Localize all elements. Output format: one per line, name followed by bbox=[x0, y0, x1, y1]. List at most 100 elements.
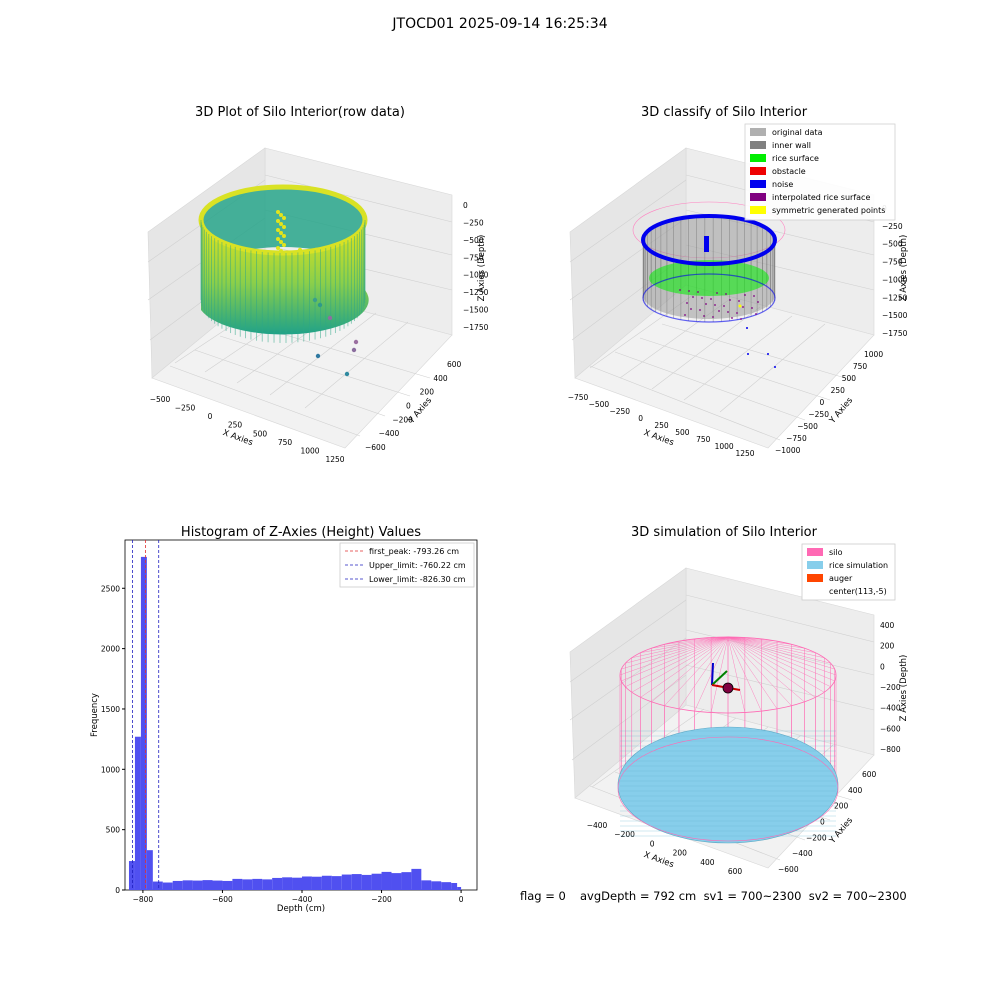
interp-point bbox=[690, 308, 692, 310]
histogram-bar bbox=[182, 880, 193, 890]
histogram-bar bbox=[381, 871, 392, 890]
z-tick-label: 0 bbox=[880, 662, 885, 671]
histogram-chart: Histogram of Z-Axies (Height) Values −800… bbox=[90, 525, 478, 914]
histogram-bar bbox=[431, 881, 442, 890]
silo-roof-line bbox=[621, 636, 729, 682]
histogram-bar bbox=[272, 877, 283, 890]
interp-point bbox=[712, 316, 714, 318]
y-tick-label: 750 bbox=[853, 362, 868, 371]
y-tick-label: −200 bbox=[392, 415, 413, 424]
interp-point bbox=[679, 289, 681, 291]
grid-line bbox=[569, 637, 687, 721]
silo-wall-back bbox=[201, 187, 365, 280]
chart-title: Histogram of Z-Axies (Height) Values bbox=[181, 525, 421, 540]
y-tick-label: 500 bbox=[842, 374, 857, 383]
legend-swatch bbox=[750, 128, 766, 136]
auger-axis-y bbox=[711, 670, 728, 686]
legend-label: interpolated rice surface bbox=[772, 193, 870, 202]
z-tick-label: −1500 bbox=[882, 311, 908, 320]
histogram-bar bbox=[202, 880, 213, 890]
histogram-bar bbox=[242, 879, 253, 890]
grid-line bbox=[569, 599, 687, 683]
silo-roof-line bbox=[727, 636, 792, 706]
x-tick-label: 0 bbox=[208, 412, 213, 421]
grid-line bbox=[269, 312, 377, 396]
x-tick-label: 250 bbox=[228, 421, 243, 430]
y-tick-label: −600 bbox=[365, 443, 386, 452]
noise-ring bbox=[641, 214, 777, 266]
grid-line bbox=[639, 337, 831, 401]
legend-label: Lower_limit: -826.30 cm bbox=[369, 575, 466, 584]
stray-point bbox=[327, 315, 333, 321]
legend-label: noise bbox=[772, 180, 793, 189]
interp-point bbox=[731, 317, 733, 319]
x-tick-label: 1000 bbox=[715, 442, 734, 451]
interp-point bbox=[710, 298, 712, 300]
x-axis-label: Depth (cm) bbox=[277, 904, 325, 914]
y-tick-label: 500 bbox=[106, 826, 121, 835]
y-tick-label: 1000 bbox=[864, 350, 883, 359]
rice-surface bbox=[649, 260, 769, 296]
interp-point bbox=[751, 307, 753, 309]
silo-roof-line bbox=[619, 636, 729, 676]
histogram-bar bbox=[212, 880, 223, 890]
x-tick-label: 0 bbox=[459, 895, 464, 904]
y-tick-label: 0 bbox=[820, 398, 825, 407]
y-axis-label: Y Axies bbox=[406, 395, 434, 426]
silo-roof-line bbox=[727, 636, 816, 698]
x-tick-label: 750 bbox=[278, 438, 293, 447]
x-tick-label: −500 bbox=[150, 395, 171, 404]
interp-point bbox=[697, 291, 699, 293]
data-point bbox=[282, 234, 286, 238]
interp-point bbox=[738, 300, 740, 302]
noise-point bbox=[747, 353, 749, 355]
noise-point bbox=[767, 353, 769, 355]
histogram-bar bbox=[172, 880, 183, 890]
y-tick-label: −200 bbox=[806, 833, 827, 842]
data-point bbox=[276, 237, 280, 241]
grid-line bbox=[661, 323, 853, 381]
grid-line bbox=[304, 321, 409, 409]
histogram-bar bbox=[140, 556, 147, 890]
chart-title: 3D Plot of Silo Interior(row data) bbox=[195, 105, 405, 120]
interp-point bbox=[753, 295, 755, 297]
noise-column bbox=[704, 236, 709, 252]
legend-swatch bbox=[750, 180, 766, 188]
legend-swatch bbox=[807, 548, 823, 556]
histogram-bar bbox=[401, 872, 412, 890]
silo-roof-line bbox=[631, 636, 729, 658]
y-tick-label: 400 bbox=[433, 374, 448, 383]
silo-roof-line bbox=[727, 636, 805, 649]
x-tick-label: −600 bbox=[212, 895, 233, 904]
silo-roof-line bbox=[727, 636, 792, 645]
histogram-bar bbox=[451, 883, 458, 890]
y-tick-label: 0 bbox=[820, 818, 825, 827]
x-tick-label: −200 bbox=[371, 895, 392, 904]
silo-roof-line bbox=[678, 636, 729, 642]
z-tick-label: −600 bbox=[880, 724, 901, 733]
silo-roof-line bbox=[727, 636, 835, 670]
interp-point bbox=[716, 292, 718, 294]
z-tick-label: −1250 bbox=[463, 288, 489, 297]
x-tick-label: −250 bbox=[609, 407, 630, 416]
data-point bbox=[279, 231, 283, 235]
rice-simulation-surface bbox=[617, 726, 839, 844]
silo-roof-line bbox=[678, 636, 729, 709]
z-tick-label: −1750 bbox=[463, 323, 489, 332]
silo-bottom-ring bbox=[617, 736, 839, 842]
y-tick-label: 200 bbox=[834, 802, 849, 811]
x-axis-label: X Axies bbox=[642, 428, 675, 448]
chart-title: 3D simulation of Silo Interior bbox=[631, 525, 818, 540]
histogram-bar bbox=[391, 873, 402, 890]
figure-suptitle: JTOCD01 2025-09-14 16:25:34 bbox=[392, 16, 608, 32]
x-tick-label: −500 bbox=[589, 400, 610, 409]
x-tick-label: 0 bbox=[650, 839, 655, 848]
histogram-bar bbox=[361, 874, 372, 890]
x-tick-label: 1000 bbox=[300, 446, 319, 455]
y-tick-label: −750 bbox=[786, 434, 807, 443]
z-tick-label: −1250 bbox=[882, 293, 908, 302]
silo-roof-line bbox=[640, 636, 729, 698]
interp-point bbox=[688, 290, 690, 292]
x-tick-label: 500 bbox=[675, 428, 690, 437]
data-point bbox=[276, 228, 280, 232]
